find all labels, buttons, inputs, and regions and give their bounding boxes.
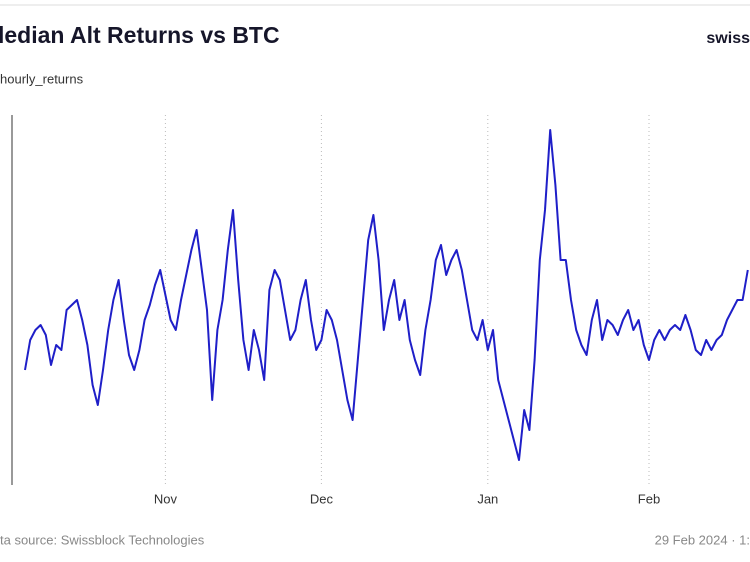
x-tick-label: Dec	[310, 491, 334, 506]
brand: swiss	[706, 30, 750, 47]
chart-title: ledian Alt Returns vs BTC	[0, 22, 280, 48]
source: ta source: Swissblock Technologies	[0, 532, 205, 547]
x-tick-label: Jan	[477, 491, 498, 506]
x-tick-label: Nov	[154, 491, 178, 506]
x-tick-label: Feb	[638, 491, 660, 506]
timestamp: 29 Feb 2024 · 1:	[655, 532, 750, 547]
y-axis-label: hourly_returns	[0, 71, 84, 86]
line-series	[24, 129, 749, 461]
